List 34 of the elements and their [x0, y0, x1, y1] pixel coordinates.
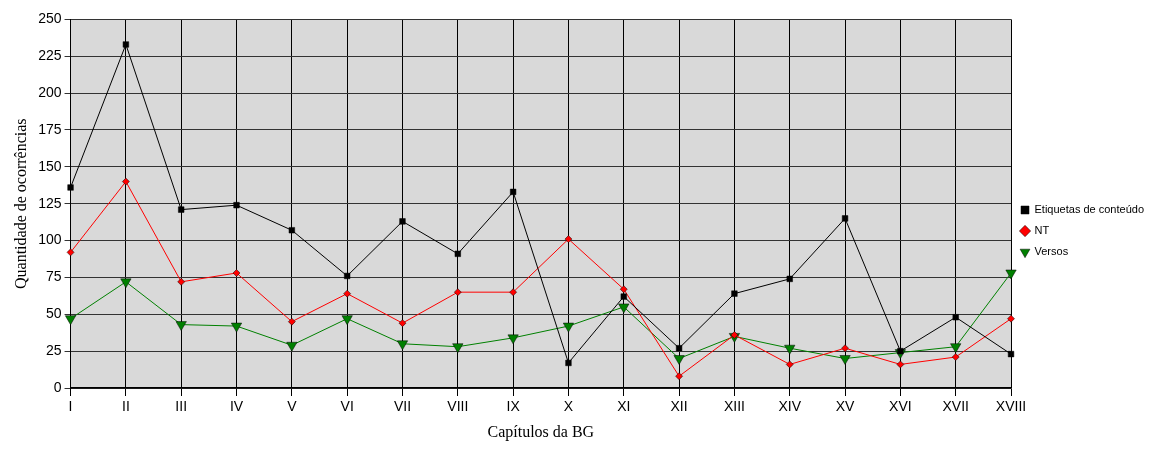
x-tick-label: X	[563, 398, 574, 415]
y-tick-label: 75	[45, 268, 62, 285]
x-tick-label: III	[175, 398, 188, 415]
legend-label: Etiquetas de conteúdo	[1034, 203, 1145, 216]
x-tick-label: VIII	[447, 398, 469, 415]
y-tick-label: 150	[38, 157, 62, 174]
legend-label: Versos	[1034, 245, 1069, 258]
x-tick-label: VII	[393, 398, 412, 415]
x-tick-label: XI	[617, 398, 631, 415]
y-tick-label: 225	[38, 47, 62, 64]
x-tick-label: XV	[835, 398, 856, 415]
y-tick-label: 175	[38, 120, 62, 137]
y-tick-label: 50	[45, 305, 62, 322]
x-tick-label: XII	[670, 398, 688, 415]
x-axis-title: Capítulos da BG	[487, 422, 595, 441]
y-tick-label: 0	[53, 378, 62, 395]
x-tick-label: V	[287, 398, 298, 415]
x-tick-label: IX	[506, 398, 521, 415]
legend-label: NT	[1034, 224, 1050, 237]
x-tick-label: XVII	[942, 398, 969, 415]
x-tick-label: XIII	[723, 398, 745, 415]
x-tick-label: XVI	[889, 398, 912, 415]
y-tick-label: 125	[38, 194, 62, 211]
x-tick-label: VI	[340, 398, 354, 415]
y-tick-label: 200	[38, 83, 62, 100]
y-tick-label: 100	[38, 231, 62, 248]
x-tick-label: IV	[229, 398, 244, 415]
y-tick-label: 250	[38, 10, 62, 27]
y-tick-label: 25	[45, 342, 62, 358]
x-tick-label: XIV	[778, 398, 802, 415]
x-tick-label: I	[68, 398, 73, 415]
x-tick-label: XVIII	[995, 398, 1027, 415]
x-tick-label: II	[121, 398, 130, 415]
y-axis-title: Quantidade de ocorrências	[11, 118, 29, 289]
